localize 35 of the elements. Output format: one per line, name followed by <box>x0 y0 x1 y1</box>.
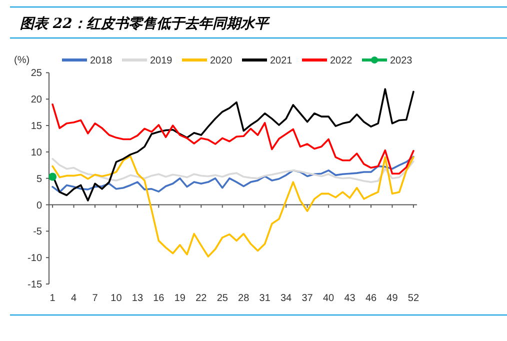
legend-label: 2023 <box>390 56 413 66</box>
legend-label: 2018 <box>90 56 113 66</box>
y-tick-label: 10 <box>30 147 42 158</box>
y-axis-title: (%) <box>14 55 30 66</box>
legend-label: 2021 <box>270 56 293 66</box>
legend-label: 2019 <box>150 56 173 66</box>
x-tick-label: 40 <box>322 293 335 304</box>
legend-label: 2022 <box>330 56 353 66</box>
y-tick-label: 0 <box>36 200 42 212</box>
y-tick-label: 20 <box>30 94 42 106</box>
y-tick-label: -10 <box>28 253 42 264</box>
x-tick-label: 34 <box>280 293 292 304</box>
x-tick-label: 13 <box>132 293 144 304</box>
y-tick-label: 25 <box>30 68 42 80</box>
y-tick-label: 5 <box>36 174 42 185</box>
y-tick-label: 15 <box>30 121 42 132</box>
x-tick-label: 28 <box>238 293 250 304</box>
x-tick-label: 49 <box>386 293 398 304</box>
x-tick-label: 19 <box>174 293 186 304</box>
x-tick-label: 52 <box>408 293 420 304</box>
x-tick-label: 22 <box>196 293 208 304</box>
x-tick-label: 37 <box>302 293 314 304</box>
legend-label: 2020 <box>210 56 233 66</box>
x-tick-label: 1 <box>50 293 56 304</box>
x-tick-label: 43 <box>344 293 356 304</box>
x-tick-label: 31 <box>259 293 271 304</box>
x-tick-label: 7 <box>92 293 98 304</box>
x-tick-label: 25 <box>216 293 228 304</box>
x-tick-label: 16 <box>153 293 165 304</box>
x-tick-label: 4 <box>70 293 77 304</box>
x-tick-label: 10 <box>110 293 122 304</box>
chart-title: 图表 22：红皮书零售低于去年同期水平 <box>20 16 270 32</box>
y-tick-label: -15 <box>28 280 42 290</box>
y-tick-label: -5 <box>33 226 42 238</box>
x-tick-label: 46 <box>365 293 377 304</box>
